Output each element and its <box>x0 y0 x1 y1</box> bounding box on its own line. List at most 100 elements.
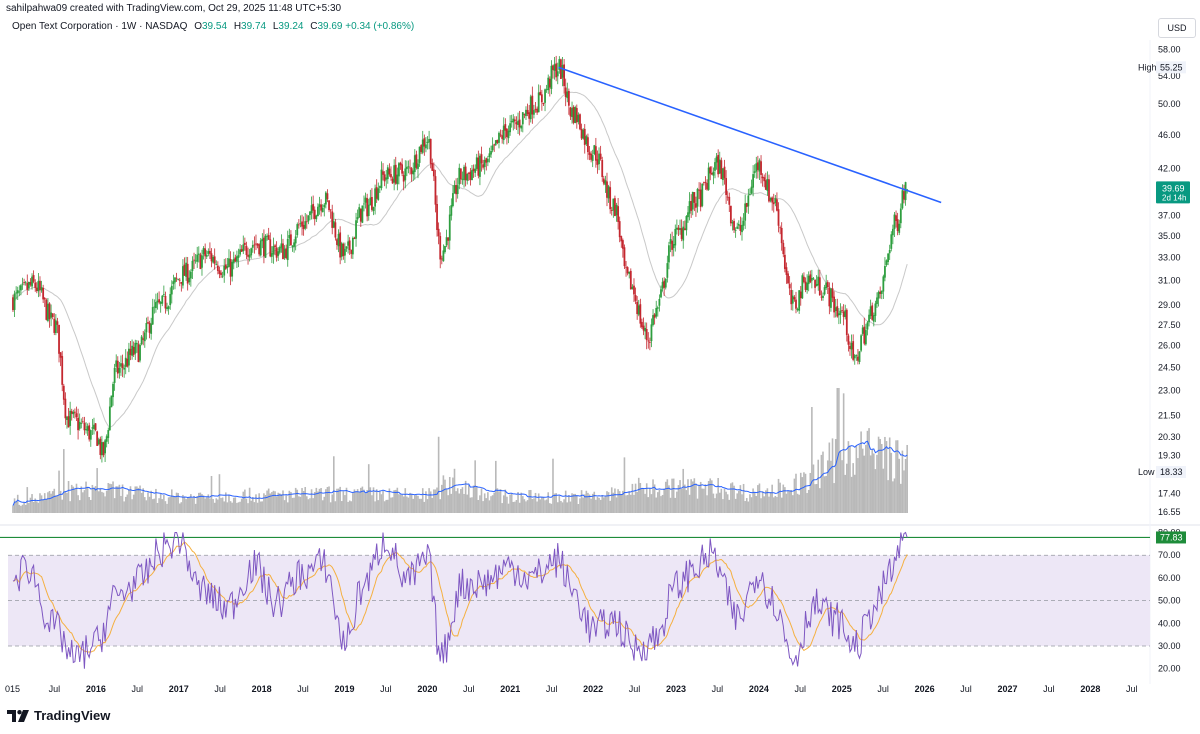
candle <box>741 217 743 241</box>
candle-body <box>42 287 45 300</box>
volume-average-line <box>12 440 908 506</box>
candle-body <box>339 232 342 258</box>
volume-bar <box>218 474 221 513</box>
candle-body <box>193 259 195 261</box>
candle <box>228 249 230 268</box>
volume-bar <box>448 476 451 513</box>
candle <box>62 383 65 405</box>
volume-bar <box>163 494 165 513</box>
volume-bar <box>487 492 489 513</box>
volume-bar <box>155 488 157 513</box>
candle-body <box>407 166 410 168</box>
volume-bar <box>228 494 230 513</box>
candle-body <box>472 168 475 172</box>
candle-body <box>169 294 172 306</box>
volume-bar <box>213 502 216 513</box>
candle <box>564 78 567 107</box>
candle <box>305 214 308 229</box>
rsi-tick-label: 20.00 <box>1158 664 1181 674</box>
candle-body <box>364 197 367 203</box>
candle <box>126 351 129 368</box>
time-tick-label: Jul <box>712 684 724 694</box>
volume-bar <box>374 501 376 513</box>
candle-body <box>97 439 100 445</box>
tradingview-logo[interactable]: TradingView <box>7 708 110 723</box>
volume-bar <box>755 496 758 513</box>
candle <box>248 248 251 262</box>
volume-bar <box>753 492 756 513</box>
candle <box>396 167 399 191</box>
volume-bar <box>236 502 238 513</box>
volume-bar <box>787 490 789 513</box>
candle <box>356 209 359 223</box>
candle <box>272 237 275 264</box>
candle <box>398 162 400 185</box>
volume-bar <box>356 489 359 513</box>
candle-body <box>288 235 291 239</box>
candle-body <box>267 235 270 240</box>
low-marker-label: Low <box>1138 467 1155 477</box>
volume-bar <box>641 488 643 513</box>
candle <box>534 101 537 113</box>
volume-bar <box>831 438 834 513</box>
volume-bar <box>590 498 592 513</box>
volume-bar <box>861 448 864 513</box>
candle-body <box>583 128 586 145</box>
candle-body <box>826 282 829 288</box>
volume-bar <box>709 478 712 513</box>
volume-bar <box>252 496 254 513</box>
candle <box>178 277 181 287</box>
candle <box>326 189 329 203</box>
volume-bar <box>229 501 232 513</box>
candle-body <box>803 276 805 282</box>
candle-body <box>528 112 531 119</box>
candle <box>53 313 56 336</box>
candle <box>452 185 454 208</box>
candle-body <box>596 159 599 165</box>
candle-body <box>296 224 299 236</box>
volume-bar <box>895 440 897 513</box>
candle-body <box>747 195 750 207</box>
candle-body <box>45 299 48 320</box>
candle-body <box>423 138 426 147</box>
candle <box>405 160 408 177</box>
candle-body <box>404 168 407 181</box>
volume-bar <box>85 481 87 513</box>
currency-button[interactable]: USD <box>1158 18 1196 38</box>
candle-body <box>868 314 870 323</box>
candle <box>315 214 318 223</box>
candle-body <box>189 271 192 279</box>
candle-body <box>491 145 494 151</box>
candle-body <box>61 356 64 385</box>
volume-bar <box>336 488 338 513</box>
volume-bar <box>728 499 731 513</box>
volume-bar <box>372 487 375 513</box>
candle <box>442 244 445 262</box>
volume-bar <box>898 458 901 513</box>
volume-bar <box>733 485 735 513</box>
candle <box>410 166 413 182</box>
volume-bar <box>433 489 435 513</box>
candle-body <box>809 274 812 283</box>
candle-body <box>525 109 527 117</box>
candle <box>614 195 616 217</box>
candle-body <box>683 228 686 231</box>
candle <box>722 168 724 186</box>
candle <box>142 330 145 346</box>
candle-body <box>434 176 437 205</box>
last-price-value: 39.69 <box>1162 183 1185 193</box>
candle-body <box>301 221 303 227</box>
volume-bar <box>679 480 681 513</box>
candle-body <box>421 139 424 153</box>
candle-body <box>874 303 877 316</box>
candle <box>621 238 624 258</box>
candle <box>469 167 472 186</box>
volume-bar <box>167 497 170 513</box>
volume-bar <box>442 475 445 513</box>
candle-body <box>231 261 234 277</box>
candle-body <box>717 154 720 175</box>
candle <box>641 318 643 329</box>
candle <box>174 276 176 290</box>
candle <box>471 164 473 181</box>
